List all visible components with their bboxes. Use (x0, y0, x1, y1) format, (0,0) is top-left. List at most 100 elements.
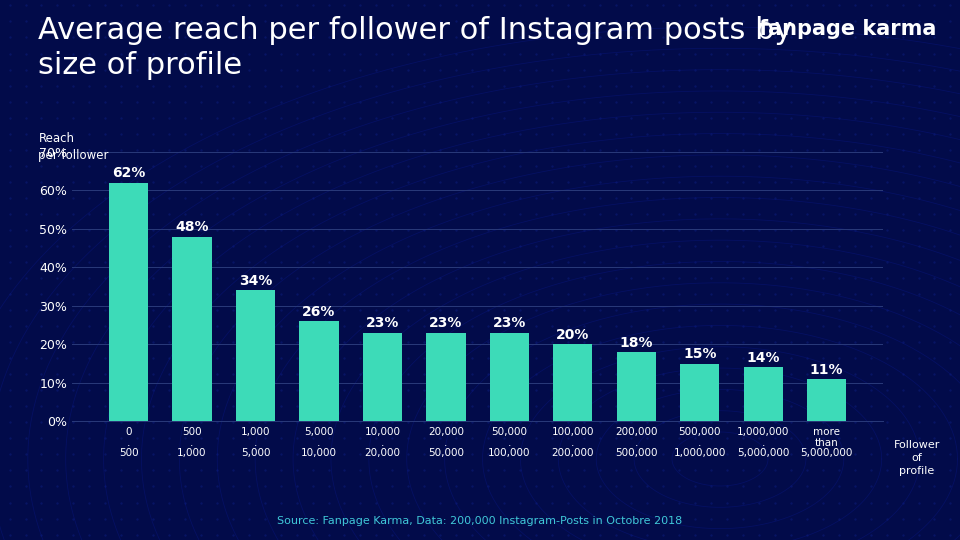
Point (735, 241, 751, 250)
Point (241, 65, 256, 74)
Point (687, 354, 703, 362)
Point (815, 97, 830, 106)
Point (432, 450, 447, 459)
Point (226, 258, 241, 266)
Point (305, 178, 321, 186)
Point (161, 258, 177, 266)
Point (879, 193, 895, 202)
Point (130, 402, 145, 410)
Point (130, 193, 145, 202)
Point (448, 450, 464, 459)
Point (2, 530, 17, 539)
Bar (490, 333, 529, 421)
Point (209, 370, 225, 379)
Point (783, 370, 799, 379)
Point (113, 161, 129, 170)
Point (687, 514, 703, 523)
Point (943, 113, 958, 122)
Bar (680, 363, 719, 421)
Point (926, 322, 942, 330)
Point (257, 306, 273, 314)
Point (65, 450, 81, 459)
Text: Reach
per follower: Reach per follower (38, 132, 108, 163)
Point (863, 241, 878, 250)
Point (847, 258, 862, 266)
Point (639, 33, 655, 42)
Point (752, 514, 767, 523)
Point (528, 49, 543, 58)
Point (400, 306, 416, 314)
Point (480, 1, 495, 10)
Point (448, 354, 464, 362)
Point (337, 338, 352, 347)
Point (193, 81, 208, 90)
Point (608, 514, 623, 523)
Point (815, 466, 830, 475)
Point (161, 402, 177, 410)
Point (18, 193, 34, 202)
Point (369, 290, 384, 299)
Point (879, 402, 895, 410)
Point (113, 482, 129, 491)
Point (321, 434, 336, 443)
Point (496, 178, 512, 186)
Point (592, 210, 608, 218)
Point (400, 241, 416, 250)
Point (241, 145, 256, 154)
Point (719, 402, 734, 410)
Point (337, 482, 352, 491)
Point (592, 130, 608, 138)
Point (656, 33, 671, 42)
Point (82, 17, 97, 26)
Point (895, 386, 910, 395)
Point (687, 81, 703, 90)
Point (417, 161, 432, 170)
Point (592, 498, 608, 507)
Point (417, 434, 432, 443)
Point (624, 145, 639, 154)
Point (321, 514, 336, 523)
Point (130, 258, 145, 266)
Point (289, 338, 304, 347)
Point (178, 498, 193, 507)
Point (943, 210, 958, 218)
Point (289, 178, 304, 186)
Point (704, 161, 719, 170)
Point (592, 402, 608, 410)
Point (752, 290, 767, 299)
Point (687, 33, 703, 42)
Point (257, 130, 273, 138)
Point (752, 530, 767, 539)
Point (193, 1, 208, 10)
Point (417, 145, 432, 154)
Point (943, 1, 958, 10)
Point (209, 81, 225, 90)
Point (98, 370, 113, 379)
Point (18, 161, 34, 170)
Point (911, 161, 926, 170)
Point (783, 49, 799, 58)
Point (831, 450, 847, 459)
Point (800, 81, 815, 90)
Point (130, 338, 145, 347)
Point (719, 130, 734, 138)
Point (18, 514, 34, 523)
Bar (108, 183, 148, 421)
Point (496, 258, 512, 266)
Point (352, 178, 368, 186)
Point (273, 418, 288, 427)
Point (513, 386, 528, 395)
Point (831, 514, 847, 523)
Point (321, 1, 336, 10)
Point (337, 81, 352, 90)
Point (926, 241, 942, 250)
Point (273, 530, 288, 539)
Point (226, 65, 241, 74)
Point (130, 130, 145, 138)
Point (305, 81, 321, 90)
Point (576, 434, 591, 443)
Point (672, 226, 687, 234)
Point (113, 81, 129, 90)
Point (98, 226, 113, 234)
Point (767, 354, 782, 362)
